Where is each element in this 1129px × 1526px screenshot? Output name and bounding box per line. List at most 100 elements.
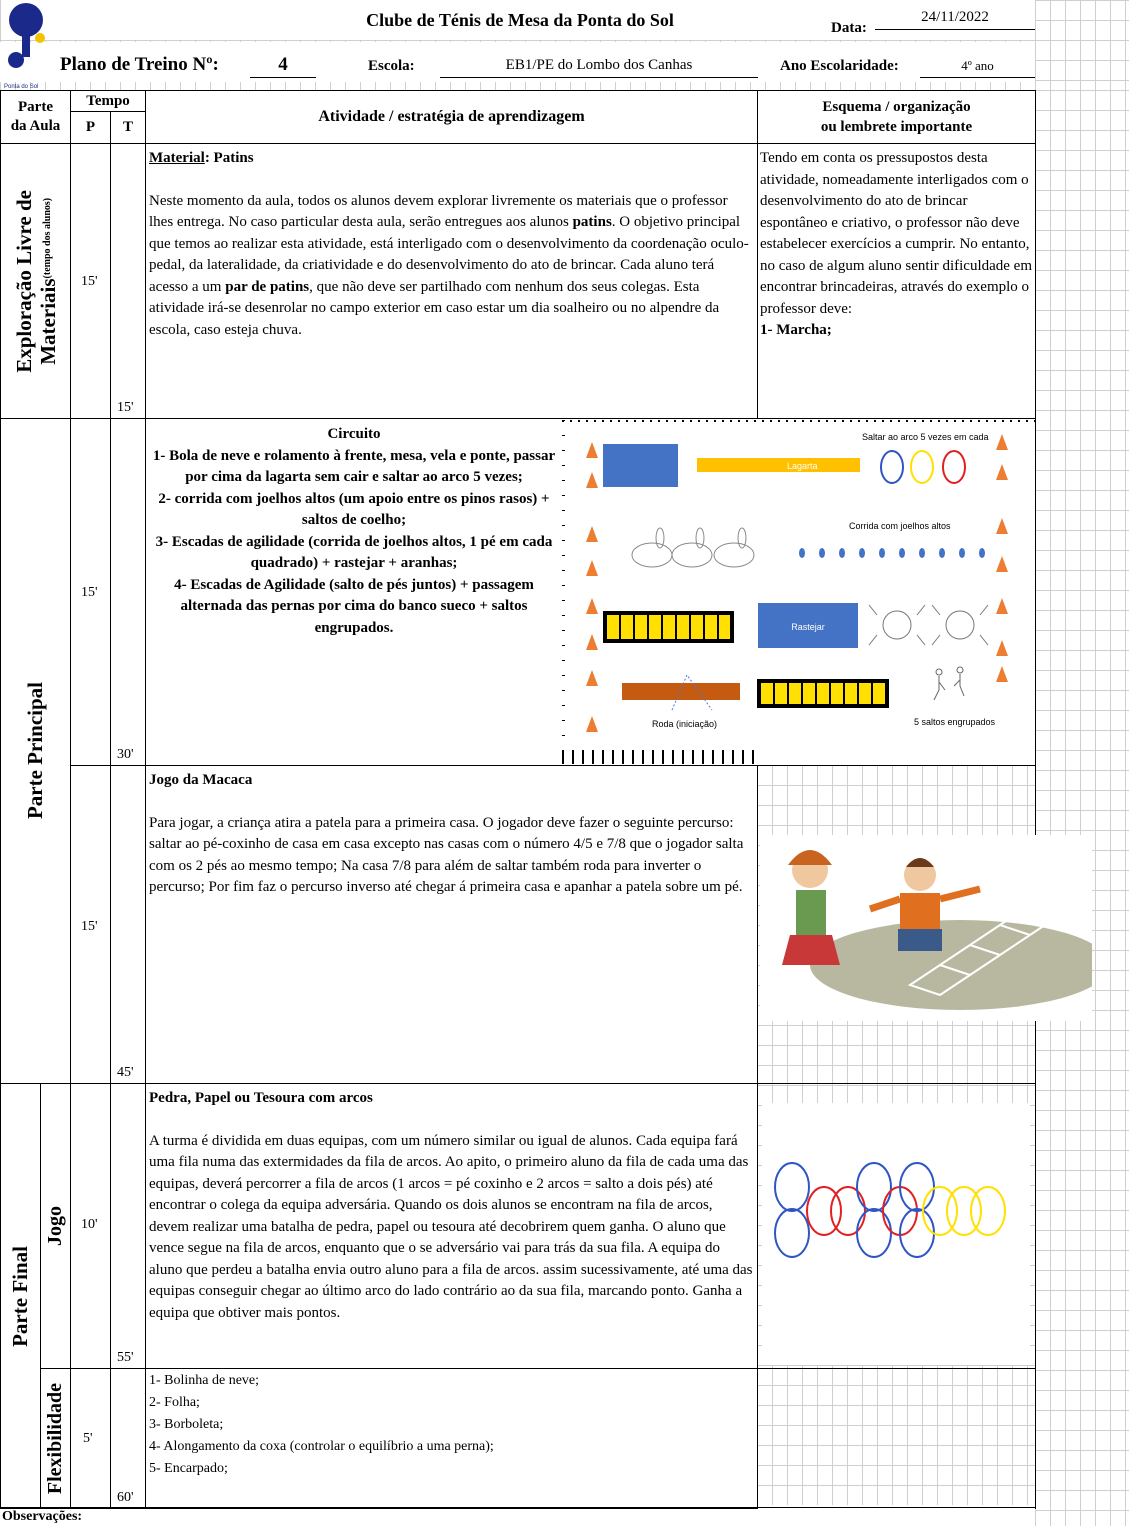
activity-list: 1- Bolinha de neve; 2- Folha; 3- Borbole… (149, 1370, 754, 1480)
list-item: 1- Bolinha de neve; (149, 1373, 260, 1388)
p-cell: 10' (70, 1083, 111, 1369)
grade-label: Ano Escolaridade: (780, 58, 899, 74)
header-band (0, 0, 1035, 40)
date-label: Data: (831, 20, 867, 36)
activity-title: Jogo da Macaca (149, 772, 253, 788)
activity-cell: Pedra, Papel ou Tesoura com arcos A turm… (145, 1083, 758, 1369)
text: , que não deve ser partilhado com nenhum… (149, 278, 720, 338)
t-time: 15' (117, 400, 134, 415)
circuit-step: 4- Escadas de Agilidade (salto de pés ju… (174, 576, 534, 636)
subpart-label: Flexibilidade (44, 1382, 66, 1495)
observations: Observações: (2, 1509, 83, 1524)
diagram-label: Roda (iniciação) (652, 719, 717, 729)
list-item: 3- Borboleta; (149, 1417, 224, 1432)
p-time: 15' (81, 274, 98, 289)
subpart-label: Jogo (44, 1206, 66, 1246)
t-cell: 60' (110, 1368, 146, 1509)
logo-text: Ponta do Sol (4, 84, 38, 90)
t-cell: 15' (110, 143, 146, 419)
activity-text: Neste momento da aula, todos os alunos d… (149, 191, 754, 342)
text: Materiais (35, 278, 60, 365)
p-time: 10' (81, 1217, 98, 1232)
text: Exploração Livre de (11, 189, 36, 373)
diagram-label: 5 saltos engrupados (914, 717, 996, 727)
activity-cell: Material: Patins Neste momento da aula, … (145, 143, 758, 419)
header-band (0, 42, 1035, 82)
part-label: Parte Principal (23, 682, 47, 820)
p-cell: 15' (70, 143, 111, 419)
date: 24/11/2022 (875, 6, 1035, 30)
part-label: Exploração Livre de Materiais(tempo dos a… (12, 190, 60, 373)
subpart-cell: Jogo (40, 1083, 71, 1369)
part-cell: Parte Principal (0, 418, 71, 1084)
diagram-label: Lagarta (787, 461, 818, 471)
notes-cell: Tendo em conta os pressupostos desta ati… (757, 143, 1036, 419)
text: Parte (18, 99, 53, 115)
col-time: Tempo (70, 90, 146, 112)
circuit-step: 2- corrida com joelhos altos (um apoio e… (158, 490, 550, 529)
text: Esquema / organização (822, 99, 971, 115)
col-p: P (70, 111, 111, 144)
part-cell: Parte Final (0, 1083, 41, 1509)
plan-label: Plano de Treino Nº: (60, 54, 219, 75)
activity-cell: 1- Bolinha de neve; 2- Folha; 3- Borbole… (145, 1368, 758, 1509)
list-item: 4- Alongamento da coxa (controlar o equi… (149, 1439, 494, 1454)
circuit-step: 3- Escadas de agilidade (corrida de joel… (155, 533, 553, 572)
text: Neste momento da aula, todos os alunos d… (149, 192, 728, 231)
hoops-image (762, 1103, 1030, 1365)
text: da Aula (10, 118, 61, 134)
logo: Ponta do Sol (4, 3, 45, 90)
school-label: Escola: (368, 58, 415, 74)
col-notes: Esquema / organização ou lembrete importa… (757, 90, 1036, 144)
part-note: (tempo dos alunos) (41, 197, 53, 279)
plan-number: 4 (250, 52, 316, 78)
t-cell: 30' (110, 418, 146, 766)
p-cell: 15' (70, 765, 111, 1084)
list-item: 2- Folha; (149, 1395, 200, 1410)
text: patins (572, 214, 612, 230)
col-part: Parte da Aula (0, 90, 71, 144)
notes-text: Tendo em conta os pressupostos desta ati… (760, 150, 1032, 317)
col-t: T (110, 111, 146, 144)
circuit: Circuito 1- Bola de neve e rolamento à f… (147, 424, 561, 639)
t-time: 45' (117, 1065, 134, 1080)
activity-text: Para jogar, a criança atira a patela par… (149, 814, 744, 896)
subpart-cell: Flexibilidade (40, 1368, 71, 1509)
t-time: 60' (117, 1490, 134, 1505)
school: EB1/PE do Lombo dos Canhas (440, 54, 758, 78)
circuit-title: Circuito (327, 426, 381, 442)
activity-cell: Jogo da Macaca Para jogar, a criança ati… (145, 765, 758, 1084)
text: : Patins (204, 150, 254, 166)
grade: 4º ano (920, 54, 1035, 78)
p-time: 15' (81, 919, 98, 934)
text: Material (149, 150, 205, 166)
t-time: 30' (117, 747, 134, 762)
list-item: 5- Encarpado; (149, 1461, 228, 1476)
col-activity: Atividade / estratégia de aprendizagem (145, 90, 758, 144)
title: Clube de Ténis de Mesa da Ponta do Sol (366, 9, 674, 30)
p-time: 5' (83, 1431, 93, 1446)
diagram-label: Rastejar (791, 622, 825, 632)
part-cell: Exploração Livre de Materiais(tempo dos a… (0, 143, 71, 419)
circuit-step: 1- Bola de neve e rolamento à frente, me… (152, 447, 556, 486)
text: ou lembrete importante (820, 119, 973, 135)
activity-text: A turma é dividida em duas equipas, com … (149, 1132, 753, 1321)
text: . O objetivo principal que temos ao real… (149, 214, 749, 295)
circuit-diagram: Lagarta Saltar ao arco 5 vezes em cada C… (562, 420, 1035, 764)
text: par de patins (225, 278, 310, 295)
notes-cell (757, 1368, 1036, 1509)
diagram-label: Saltar ao arco 5 vezes em cada (862, 432, 989, 442)
part-label: Parte Final (8, 1245, 32, 1347)
sheet-grid (1035, 90, 1129, 1526)
p-cell: 15' (70, 418, 111, 766)
activity-title: Pedra, Papel ou Tesoura com arcos (149, 1090, 373, 1106)
t-cell: 55' (110, 1083, 146, 1369)
activity-title: Material: Patins (149, 148, 754, 170)
notes-cell (757, 1083, 1036, 1369)
diagram-label: Corrida com joelhos altos (849, 521, 951, 531)
p-cell: 5' (70, 1368, 111, 1509)
notes-bold: 1- Marcha; (760, 322, 832, 338)
t-cell: 45' (110, 765, 146, 1084)
text: Materiais(tempo dos alunos) (36, 190, 60, 373)
